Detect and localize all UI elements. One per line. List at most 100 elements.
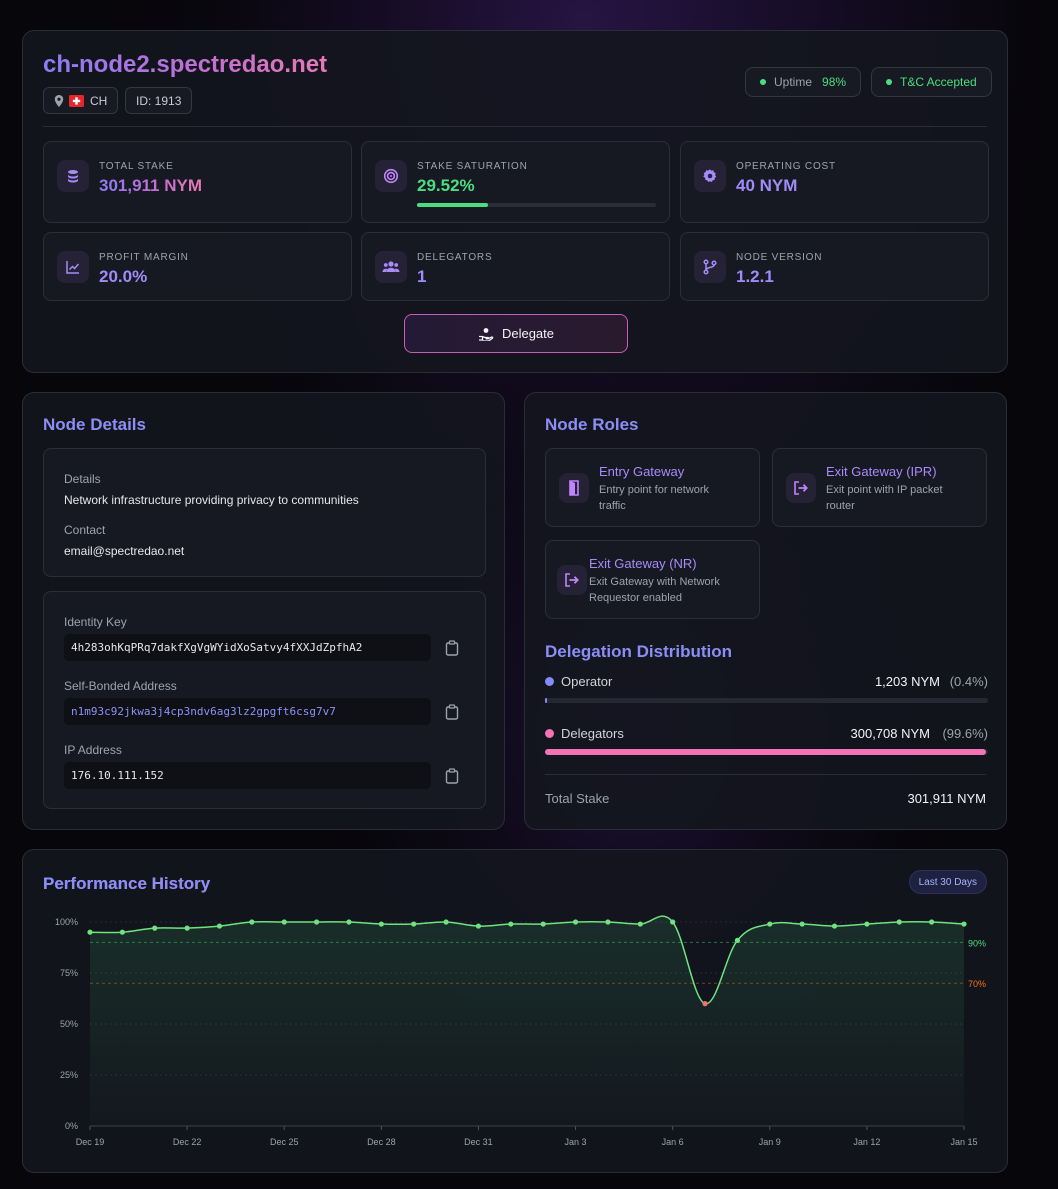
data-point xyxy=(475,923,482,929)
total-stake-value: 301,911 NYM xyxy=(907,791,986,806)
keys-box: Identity Key 4h283ohKqPRq7dakfXgVgWYidXo… xyxy=(43,591,486,809)
x-tick-label: Jan 15 xyxy=(950,1137,977,1147)
data-point xyxy=(119,929,125,935)
node-summary-card: ch-node2.spectredao.net CH ID: 1913 Upti… xyxy=(22,30,1008,373)
node-id: ID: 1913 xyxy=(136,93,182,108)
y-tick-label: 75% xyxy=(60,968,78,978)
identity-key-value: 4h283ohKqPRq7dakfXgVgWYidXoSatvy4fXXJdZp… xyxy=(71,641,363,654)
uptime-badge: Uptime 98% xyxy=(745,67,862,97)
identity-key-label: Identity Key xyxy=(64,615,127,629)
stat-label: TOTAL STAKE xyxy=(99,161,174,172)
coins-icon xyxy=(57,160,89,192)
identity-key-field[interactable]: 4h283ohKqPRq7dakfXgVgWYidXoSatvy4fXXJdZp… xyxy=(64,634,431,661)
delegators-bar-fill xyxy=(545,749,987,755)
delegators-label: Delegators xyxy=(561,726,624,741)
reference-label: 90% xyxy=(968,938,986,948)
x-tick-label: Dec 28 xyxy=(367,1137,396,1147)
copy-identity-key-icon[interactable] xyxy=(445,640,459,656)
exit-icon xyxy=(557,565,587,595)
x-tick-label: Dec 31 xyxy=(464,1137,493,1147)
data-point xyxy=(961,921,967,927)
data-point xyxy=(864,921,870,927)
delegators-bar-track xyxy=(545,749,988,755)
role-desc-line2: Requestor enabled xyxy=(589,592,682,604)
data-point xyxy=(799,921,805,927)
data-point xyxy=(670,919,676,925)
exit-icon xyxy=(786,473,816,503)
role-title: Entry Gateway xyxy=(599,464,685,479)
location-pin-icon xyxy=(54,94,64,107)
data-point xyxy=(411,921,417,927)
node-details-title: Node Details xyxy=(43,415,146,434)
performance-card: Performance History Last 30 Days 0% 25% 50… xyxy=(22,849,1008,1173)
header-divider xyxy=(43,126,987,127)
role-desc-line2: traffic xyxy=(599,500,626,512)
data-point xyxy=(346,919,352,925)
delegate-button[interactable]: Delegate xyxy=(404,314,628,353)
data-point xyxy=(508,921,514,927)
data-point xyxy=(281,919,287,925)
data-point xyxy=(767,921,773,927)
data-point xyxy=(216,923,223,929)
stat-operating-cost: OPERATING COST 40 NYM xyxy=(680,141,989,223)
data-point xyxy=(896,919,902,925)
data-point xyxy=(831,923,838,929)
data-point xyxy=(378,921,384,927)
x-tick-label: Jan 6 xyxy=(662,1137,684,1147)
stat-label: DELEGATORS xyxy=(417,252,493,263)
data-point xyxy=(152,925,158,931)
branch-icon xyxy=(694,251,726,283)
operator-value: 1,203 NYM xyxy=(874,674,940,689)
tc-label: T&C Accepted xyxy=(900,75,977,89)
series-area xyxy=(90,916,964,1126)
tc-accepted-badge: T&C Accepted xyxy=(871,67,992,97)
node-details-card: Node Details Details Network infrastruct… xyxy=(22,392,505,830)
ip-address-field[interactable]: 176.10.111.152 xyxy=(64,762,431,789)
data-point xyxy=(702,1001,708,1007)
stat-label: NODE VERSION xyxy=(736,252,823,263)
role-desc-line2: router xyxy=(826,500,855,512)
data-point xyxy=(734,937,741,943)
range-badge[interactable]: Last 30 Days xyxy=(908,870,987,894)
uptime-label: Uptime xyxy=(774,75,813,89)
role-desc-line1: Exit Gateway with Network xyxy=(589,576,720,588)
stat-value: 29.52% xyxy=(417,176,475,195)
role-desc-line1: Entry point for network xyxy=(599,484,710,496)
operator-row: Operator (0.4%) 1,203 NYM xyxy=(545,673,988,691)
data-point xyxy=(443,919,449,925)
x-tick-label: Jan 9 xyxy=(759,1137,781,1147)
x-tick-label: Dec 19 xyxy=(76,1137,105,1147)
data-point xyxy=(540,921,546,927)
role-title: Exit Gateway (IPR) xyxy=(826,464,937,479)
data-point xyxy=(637,921,643,927)
x-tick-label: Dec 25 xyxy=(270,1137,299,1147)
door-icon xyxy=(559,473,589,503)
operator-dot xyxy=(545,677,554,686)
self-bonded-address-value: n1m93c92jkwa3j4cp3ndv6ag3lz2gpgft6csg7v7 xyxy=(71,705,336,718)
stat-label: OPERATING COST xyxy=(736,161,836,172)
y-tick-label: 50% xyxy=(60,1019,78,1029)
role-exit-gateway-ipr: Exit Gateway (IPR) Exit point with IP pa… xyxy=(772,448,987,527)
delegators-row: Delegators (99.6%) 300,708 NYM xyxy=(545,725,988,743)
copy-ip-address-icon[interactable] xyxy=(445,768,459,784)
x-tick-label: Dec 22 xyxy=(173,1137,202,1147)
copy-address-icon[interactable] xyxy=(445,704,459,720)
stat-node-version: NODE VERSION 1.2.1 xyxy=(680,232,989,301)
delegators-pct: (99.6%) xyxy=(942,726,988,741)
total-stake-label: Total Stake xyxy=(545,791,610,806)
reference-label: 70% xyxy=(968,979,986,989)
contact-label: Contact xyxy=(64,523,106,537)
contact-value: email@spectredao.net xyxy=(64,544,185,558)
stat-label: PROFIT MARGIN xyxy=(99,252,189,263)
role-exit-gateway-nr: Exit Gateway (NR) Exit Gateway with Netw… xyxy=(545,540,760,619)
target-icon xyxy=(375,160,407,192)
saturation-progress-fill xyxy=(417,203,488,207)
node-id-tag: ID: 1913 xyxy=(125,87,193,114)
data-point xyxy=(87,929,93,935)
details-label: Details xyxy=(64,472,101,486)
data-point xyxy=(929,919,935,925)
series-line xyxy=(89,915,965,1005)
stat-stake-saturation: STAKE SATURATION 29.52% xyxy=(361,141,670,223)
self-bonded-address-field[interactable]: n1m93c92jkwa3j4cp3ndv6ag3lz2gpgft6csg7v7 xyxy=(64,698,431,725)
operator-bar-track xyxy=(545,698,988,703)
